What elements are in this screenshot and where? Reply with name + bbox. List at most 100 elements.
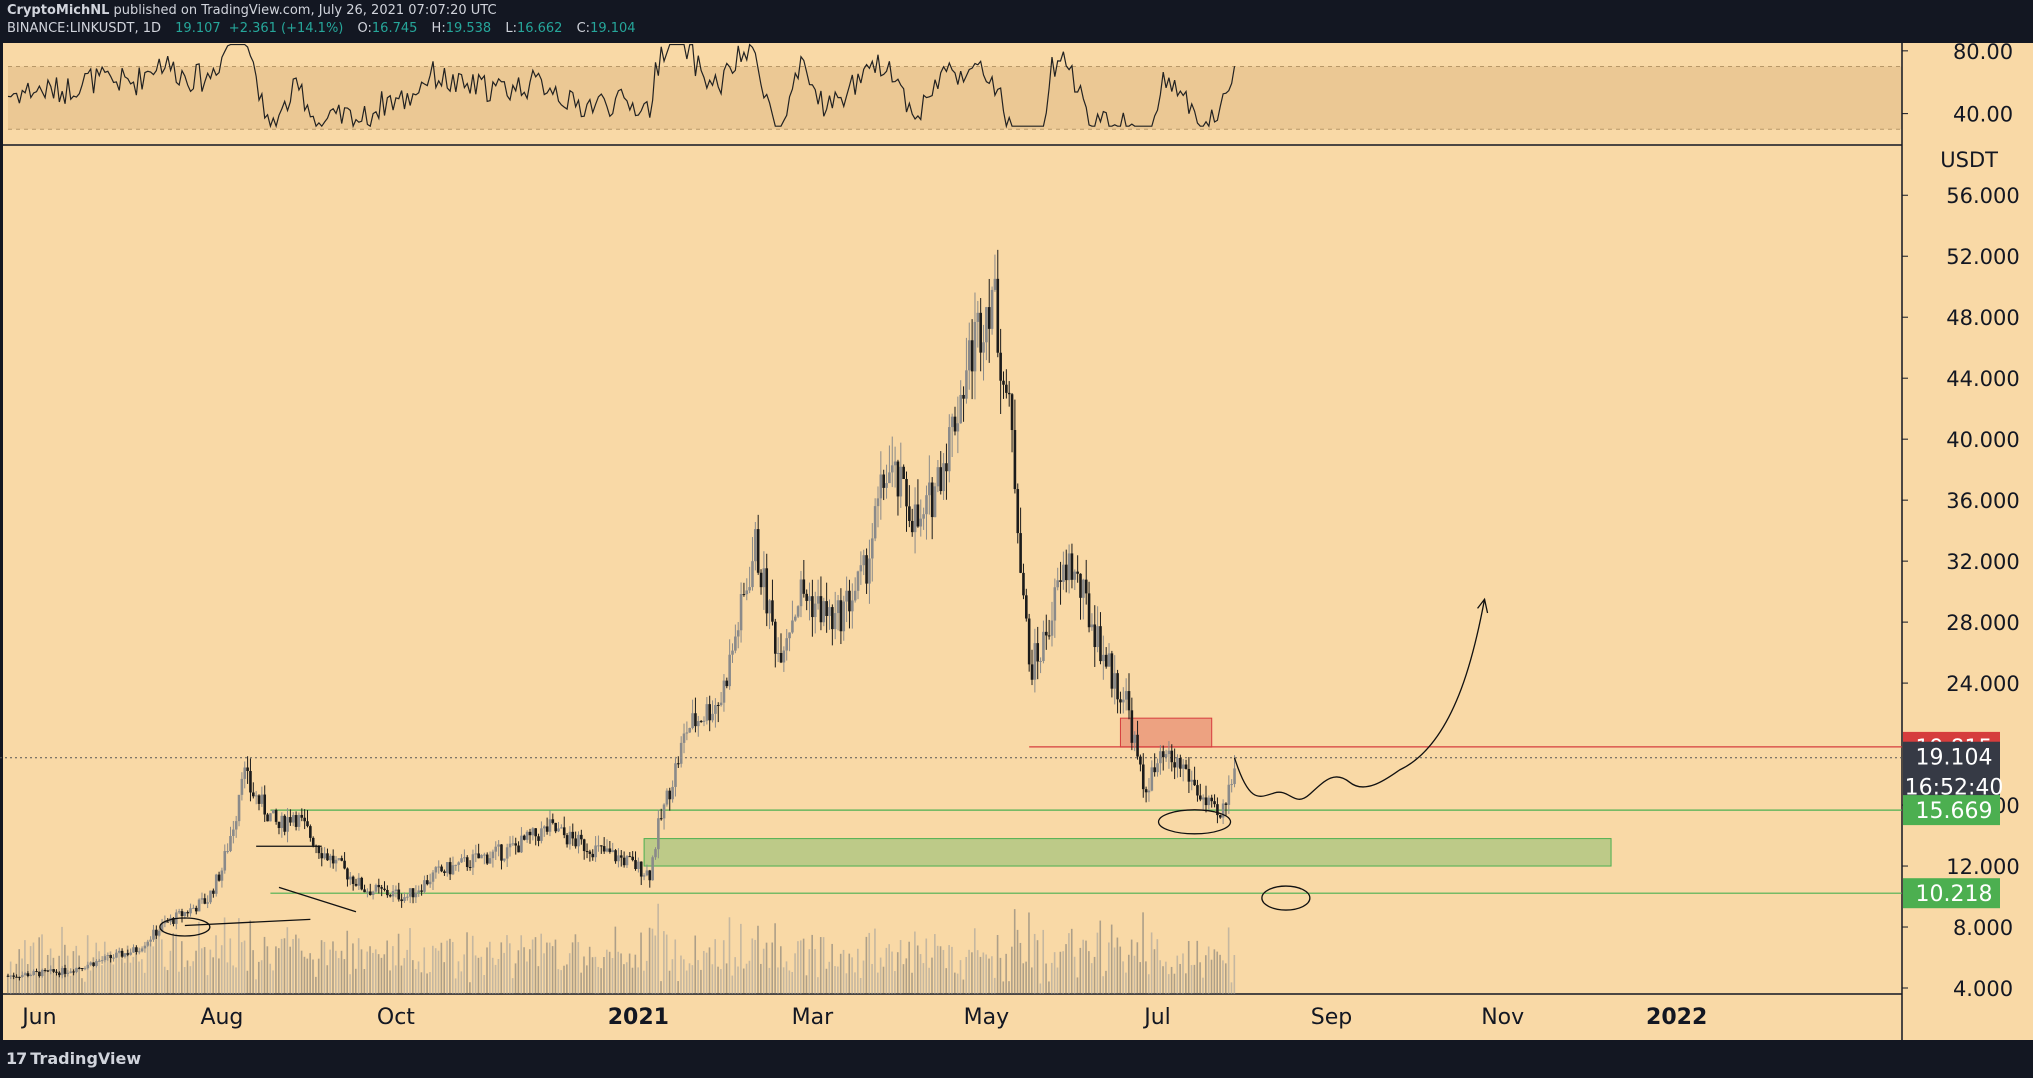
candle-body bbox=[779, 652, 783, 663]
volume-bar bbox=[92, 957, 95, 994]
candle-body bbox=[1002, 380, 1005, 385]
volume-bar bbox=[531, 939, 534, 994]
tradingview-logo[interactable]: 17 TradingView bbox=[6, 1049, 141, 1068]
volume-bar bbox=[175, 933, 177, 994]
candle-body bbox=[762, 568, 766, 588]
candle-body bbox=[1159, 751, 1162, 764]
symbol-label[interactable]: BINANCE:LINKUSDT, 1D bbox=[7, 21, 162, 36]
candle-body bbox=[734, 636, 737, 651]
candle-body bbox=[234, 821, 238, 830]
candle-body bbox=[406, 896, 409, 898]
candle-body bbox=[1164, 754, 1168, 758]
volume-bar bbox=[289, 946, 291, 994]
volume-bar bbox=[982, 952, 985, 994]
volume-bar bbox=[857, 948, 859, 994]
volume-bar bbox=[1207, 946, 1210, 994]
volume-bar bbox=[774, 923, 776, 994]
candle-body bbox=[668, 790, 672, 800]
volume-bar bbox=[446, 940, 448, 994]
volume-bar bbox=[777, 967, 779, 994]
candle-body bbox=[899, 466, 903, 497]
candle-body bbox=[574, 838, 577, 847]
volume-bar bbox=[129, 962, 132, 994]
candle-body bbox=[360, 877, 363, 890]
candle-body bbox=[1047, 635, 1051, 637]
volume-bar bbox=[583, 956, 585, 994]
candle-body bbox=[771, 600, 774, 622]
volume-bar bbox=[306, 958, 309, 994]
candle-body bbox=[671, 786, 674, 800]
volume-bar bbox=[61, 926, 63, 994]
volume-bar bbox=[1113, 947, 1116, 994]
volume-bar bbox=[180, 941, 183, 994]
volume-bar bbox=[722, 940, 725, 994]
symbol-info: BINANCE:LINKUSDT, 1D 19.107 +2.361 (+14.… bbox=[7, 21, 636, 36]
candle-body bbox=[1062, 564, 1065, 582]
candle-body bbox=[540, 828, 543, 841]
candle-body bbox=[634, 860, 637, 870]
candle-body bbox=[691, 713, 694, 728]
chart-background bbox=[0, 43, 2033, 1040]
candle-body bbox=[103, 956, 107, 961]
volume-bar bbox=[477, 957, 480, 994]
author-name[interactable]: CryptoMichNL bbox=[7, 3, 110, 18]
candle-body bbox=[1190, 779, 1194, 782]
volume-bar bbox=[951, 946, 953, 994]
volume-bar bbox=[26, 964, 29, 994]
price-tag-2 bbox=[1903, 795, 2000, 826]
volume-bar bbox=[566, 964, 568, 994]
candle-body bbox=[642, 875, 646, 877]
candle-body bbox=[505, 847, 509, 859]
candle-body bbox=[611, 850, 615, 852]
candle-body bbox=[1087, 593, 1091, 628]
volume-bar bbox=[1048, 981, 1050, 994]
volume-bar bbox=[357, 938, 360, 994]
volume-bar bbox=[888, 944, 890, 994]
volume-bar bbox=[794, 953, 796, 994]
volume-bar bbox=[617, 951, 620, 994]
volume-bar bbox=[1105, 970, 1107, 994]
volume-bar bbox=[1145, 961, 1147, 994]
candle-body bbox=[1007, 392, 1011, 395]
volume-bar bbox=[808, 949, 811, 994]
candle-body bbox=[1230, 784, 1233, 786]
candle-body bbox=[1059, 580, 1062, 582]
candle-body bbox=[928, 482, 931, 496]
volume-bar bbox=[742, 968, 745, 994]
candle-body bbox=[451, 865, 455, 875]
volume-bar bbox=[469, 982, 471, 994]
volume-bar bbox=[38, 937, 40, 994]
candle-body bbox=[431, 872, 435, 882]
candle-body bbox=[631, 856, 634, 861]
candle-body bbox=[822, 601, 826, 623]
candle-body bbox=[488, 858, 492, 864]
chart-canvas[interactable]: 4.0008.00012.00016.00024.00028.00032.000… bbox=[0, 43, 2033, 1040]
close-label: C: bbox=[576, 21, 591, 36]
candle-body bbox=[845, 590, 848, 602]
volume-bar bbox=[494, 964, 497, 994]
volume-bar bbox=[24, 940, 26, 994]
candle-body bbox=[936, 467, 940, 487]
candle-body bbox=[351, 876, 355, 884]
candle-body bbox=[32, 971, 35, 975]
volume-bar bbox=[1099, 920, 1102, 994]
volume-histogram bbox=[7, 903, 1236, 994]
candle-body bbox=[485, 854, 489, 864]
volume-bar bbox=[506, 935, 508, 994]
volume-bar bbox=[263, 936, 266, 994]
candle-body bbox=[699, 721, 703, 723]
candle-body bbox=[1050, 620, 1054, 636]
candle-body bbox=[388, 895, 392, 897]
candle-body bbox=[682, 733, 686, 743]
candle-body bbox=[337, 858, 341, 860]
candle-body bbox=[183, 912, 187, 917]
volume-bar bbox=[155, 930, 157, 994]
time-axis-label: Oct bbox=[377, 1005, 415, 1030]
volume-bar bbox=[89, 970, 92, 994]
early-circle bbox=[159, 917, 211, 937]
candle-body bbox=[334, 859, 338, 864]
volume-bar bbox=[35, 972, 38, 994]
volume-bar bbox=[223, 917, 226, 994]
volume-bar bbox=[18, 949, 21, 994]
volume-bar bbox=[240, 942, 243, 994]
